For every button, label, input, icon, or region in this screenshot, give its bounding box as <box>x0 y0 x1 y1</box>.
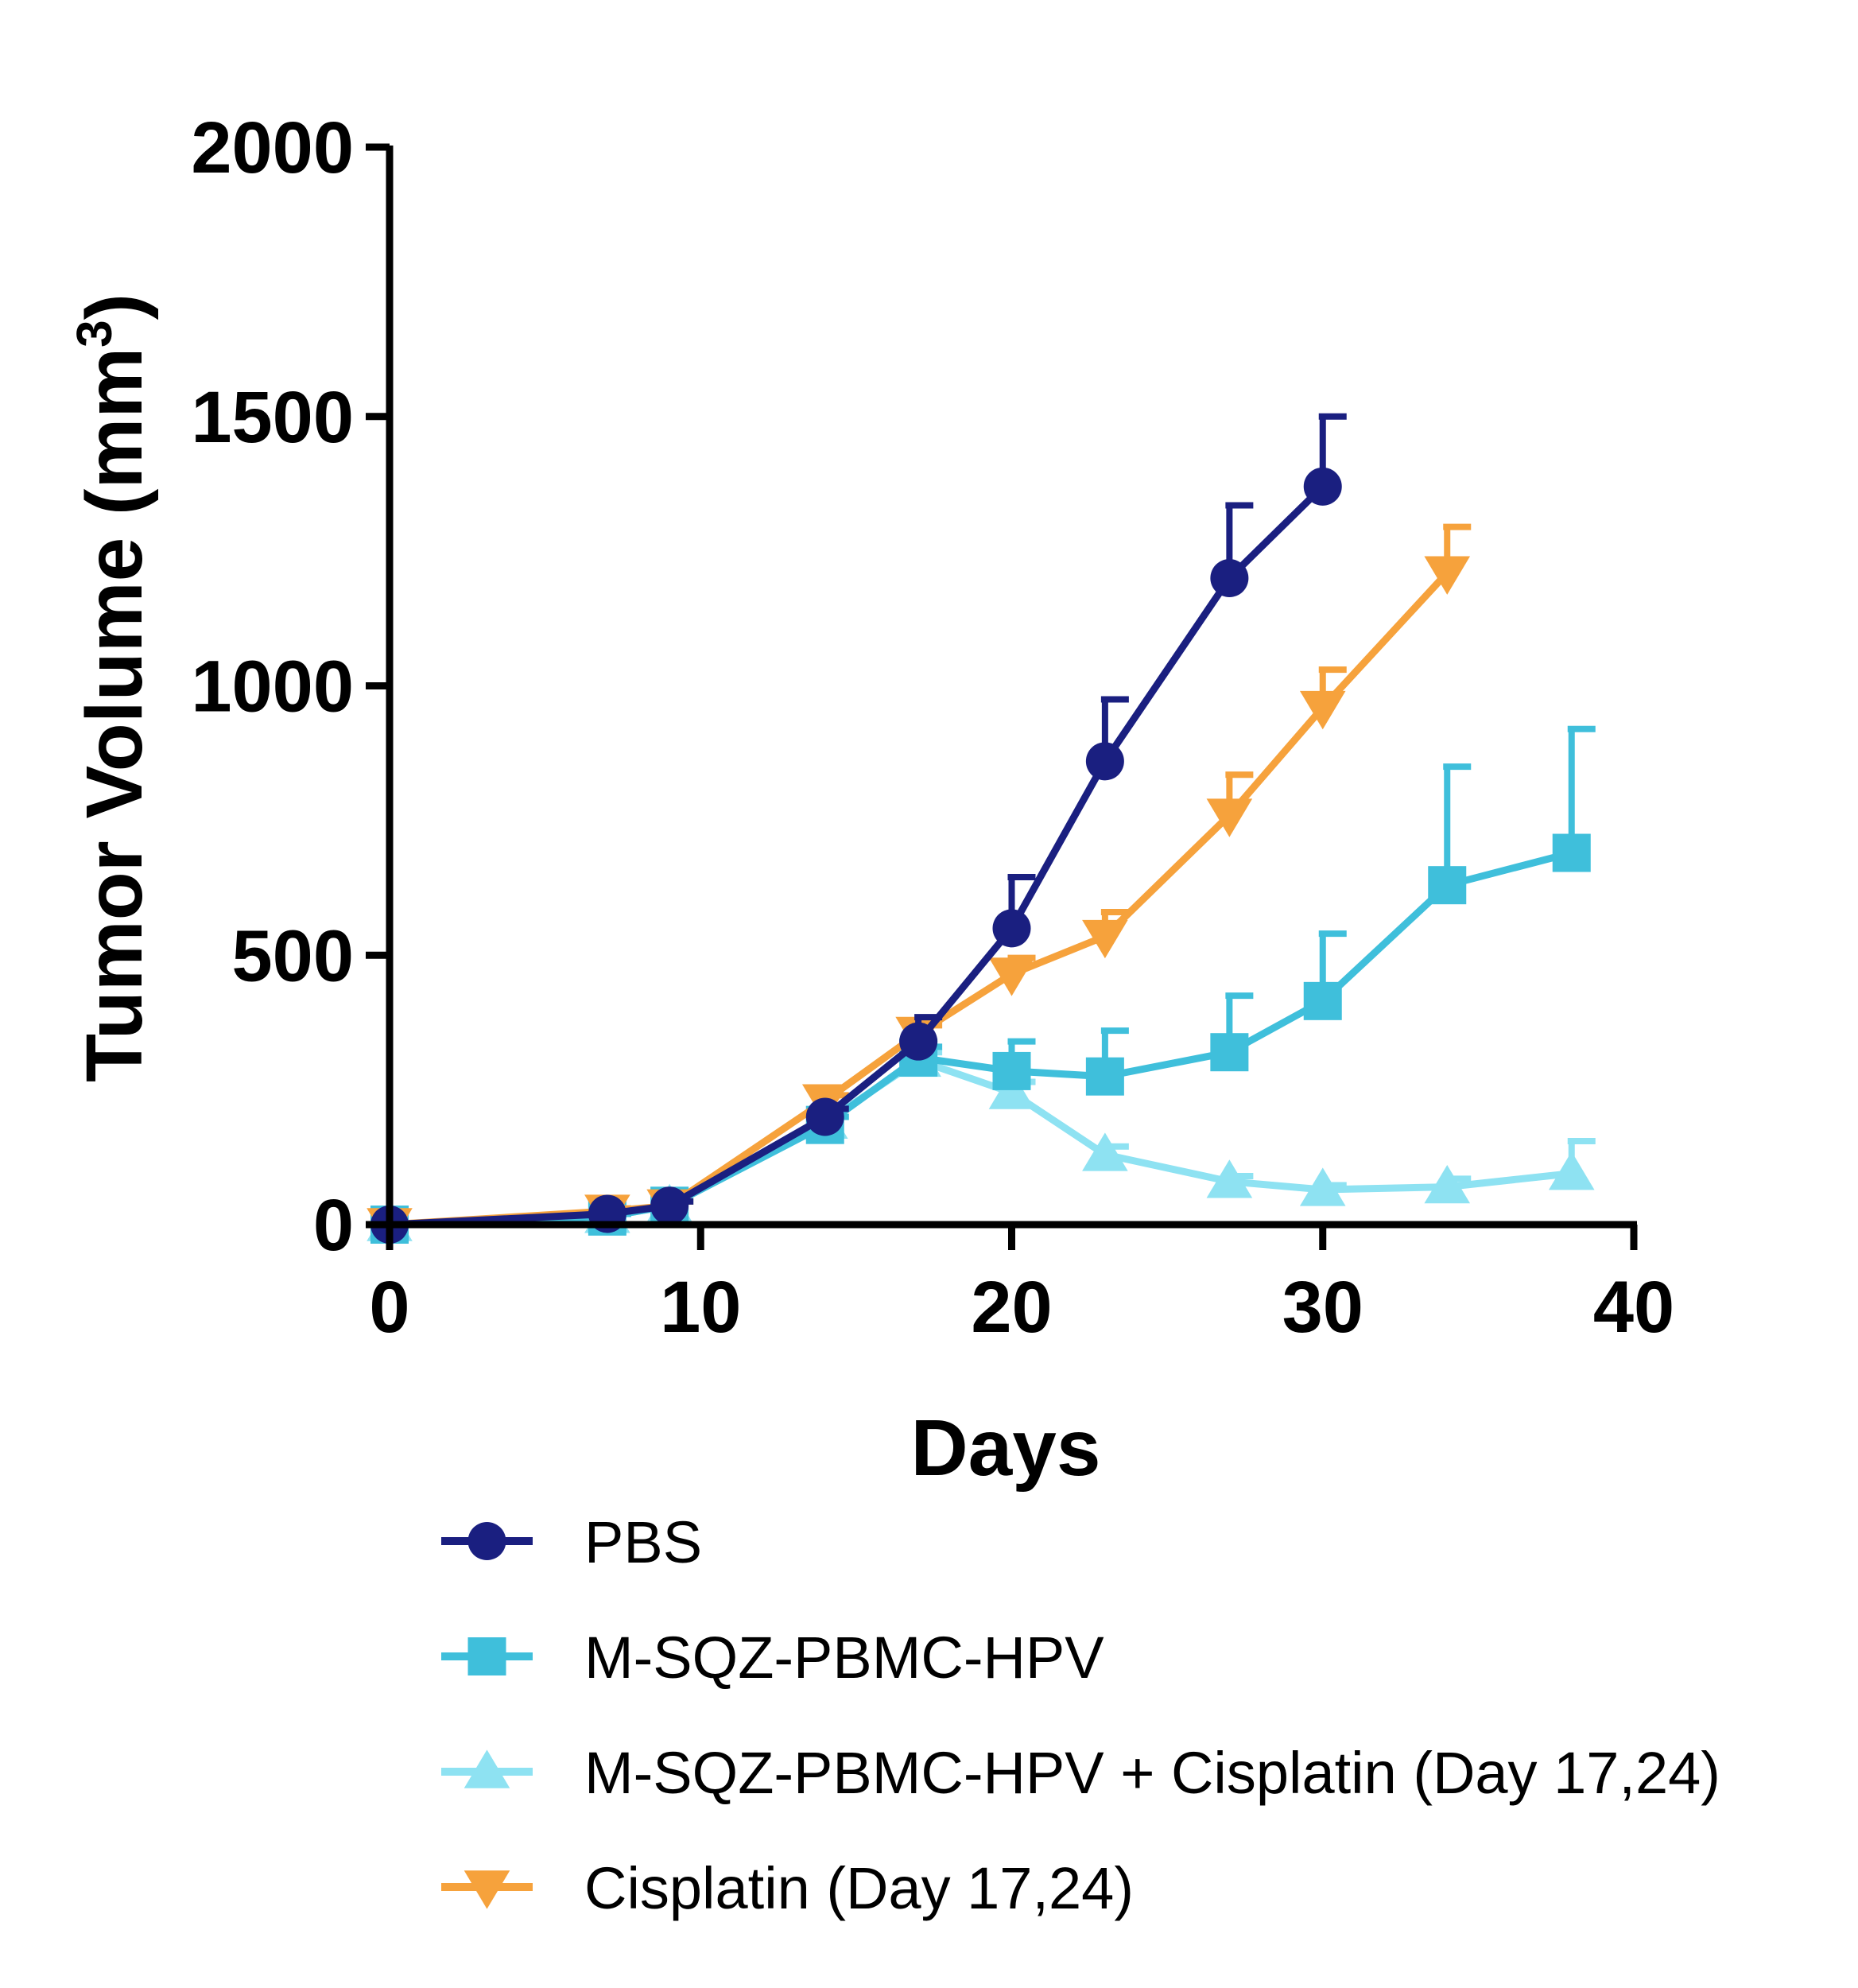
series-1 <box>370 725 1596 1244</box>
data-point <box>1303 467 1342 506</box>
data-point <box>1082 919 1128 959</box>
legend-item-2: M-SQZ-PBMC-HPV + Cisplatin (Day 17,24) <box>441 1740 1720 1806</box>
data-point <box>805 1097 844 1136</box>
data-point <box>1552 833 1591 872</box>
y-tick-label: 1000 <box>191 646 354 728</box>
legend-item-1: M-SQZ-PBMC-HPV <box>441 1625 1104 1691</box>
legend-label: Cisplatin (Day 17,24) <box>584 1855 1134 1921</box>
series-line <box>389 849 1573 1229</box>
data-point <box>1085 742 1124 781</box>
x-axis-title: Days <box>910 1404 1100 1493</box>
data-point <box>650 1186 689 1225</box>
data-point <box>988 957 1035 996</box>
y-tick-label: 500 <box>232 915 355 996</box>
data-point <box>1299 1167 1346 1206</box>
data-point <box>1428 866 1467 905</box>
x-tick-label: 40 <box>1593 1267 1674 1348</box>
data-point <box>1082 1132 1128 1171</box>
x-tick-label: 20 <box>971 1267 1052 1348</box>
data-point <box>899 1022 938 1061</box>
legend-marker <box>464 1749 510 1788</box>
y-axis-title: Tumor Volume (mm3) <box>68 293 159 1082</box>
legend-marker <box>467 1637 506 1675</box>
series-line <box>389 1056 1573 1229</box>
x-tick-label: 10 <box>660 1267 741 1348</box>
y-tick-label: 0 <box>313 1185 354 1266</box>
data-point <box>1085 1057 1124 1096</box>
series-line <box>389 483 1325 1229</box>
series-layer <box>367 413 1596 1247</box>
legend-marker <box>464 1870 510 1909</box>
data-point <box>1424 556 1471 595</box>
y-axis-title-suffix: ) <box>70 293 159 320</box>
data-point <box>1424 1164 1471 1204</box>
legend-item-3: Cisplatin (Day 17,24) <box>441 1855 1134 1921</box>
plot-area: 0 500 1000 1500 2000 0 10 20 30 40 <box>191 107 1674 1348</box>
y-tick-label: 2000 <box>191 107 354 188</box>
data-point <box>1210 1033 1249 1072</box>
data-point <box>1206 798 1253 837</box>
y-axis-title-superscript: 3 <box>68 320 122 347</box>
legend-marker <box>467 1522 506 1560</box>
x-tick-label: 0 <box>369 1267 409 1348</box>
legend-label: M-SQZ-PBMC-HPV <box>584 1625 1104 1691</box>
data-point <box>1303 981 1342 1020</box>
series-3 <box>367 523 1472 1247</box>
ticks-layer: 0 500 1000 1500 2000 0 10 20 30 40 <box>191 107 1674 1348</box>
data-point <box>1210 559 1249 597</box>
data-point <box>1548 1151 1595 1190</box>
series-0 <box>370 413 1347 1244</box>
data-point <box>1206 1159 1253 1198</box>
y-axis-title-main: Tumor Volume (mm <box>70 348 159 1082</box>
legend: PBS M-SQZ-PBMC-HPV M-SQZ-PBMC-HPV + Cispla… <box>441 1509 1720 1921</box>
legend-label: PBS <box>584 1509 702 1575</box>
data-point <box>1299 690 1346 730</box>
data-point <box>992 909 1031 948</box>
series-line <box>389 570 1450 1229</box>
legend-item-0: PBS <box>441 1509 702 1575</box>
data-point <box>992 1051 1031 1090</box>
x-tick-label: 30 <box>1282 1267 1363 1348</box>
y-tick-label: 1500 <box>191 377 354 458</box>
legend-label: M-SQZ-PBMC-HPV + Cisplatin (Day 17,24) <box>584 1740 1720 1806</box>
